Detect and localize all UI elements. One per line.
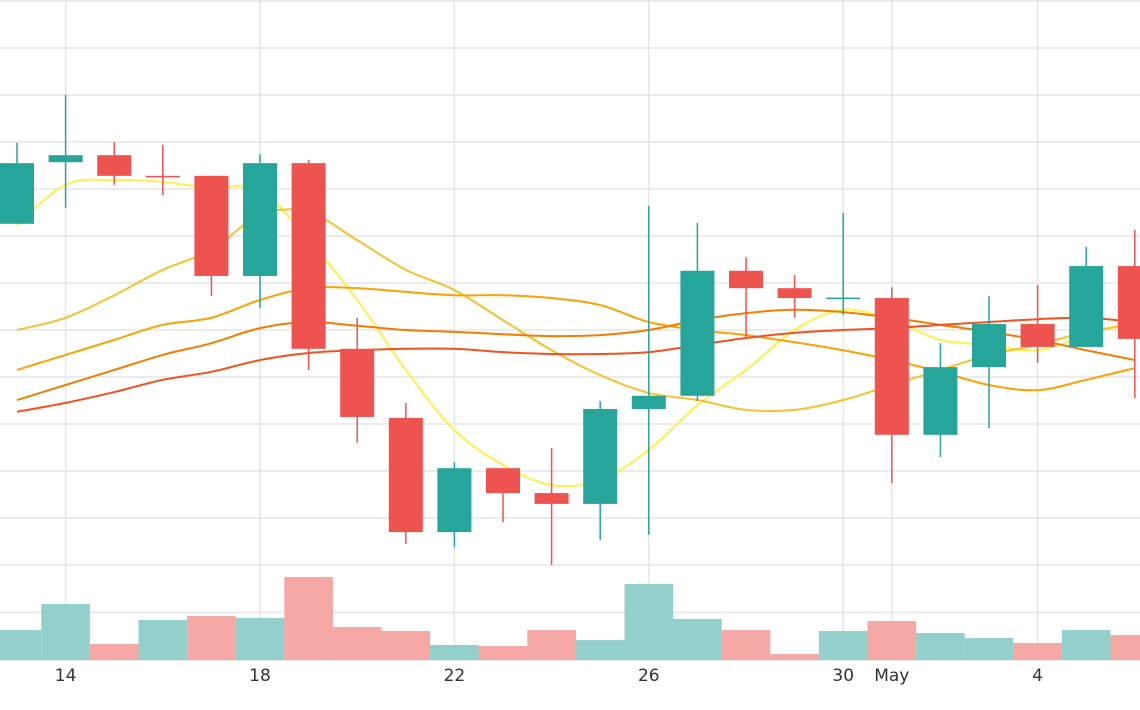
volume-bar xyxy=(527,629,576,660)
volume-bar xyxy=(916,633,965,660)
candle-body xyxy=(923,367,958,435)
candle-body xyxy=(340,348,375,417)
moving-average-line xyxy=(16,286,1136,392)
x-tick-label: May xyxy=(874,666,909,686)
candle-body xyxy=(631,395,666,409)
moving-average-line xyxy=(16,208,1135,413)
x-tick-label: 18 xyxy=(249,666,271,686)
volume-bar xyxy=(721,629,771,660)
volume-bar xyxy=(575,640,625,660)
candles xyxy=(0,95,1140,565)
volume-bar xyxy=(235,618,285,660)
volume-bar xyxy=(867,621,917,660)
grid xyxy=(0,0,1140,661)
x-tick-label: 14 xyxy=(55,666,77,686)
volume-bars xyxy=(0,576,1140,660)
volume-bar xyxy=(818,631,868,660)
candle-body xyxy=(729,270,763,289)
volume-bar xyxy=(430,644,479,660)
volume-bar xyxy=(964,637,1014,660)
candle-body xyxy=(1069,266,1104,347)
volume-bar xyxy=(624,584,674,660)
candle-body xyxy=(48,155,83,163)
volume-bar xyxy=(381,631,431,660)
candle-body xyxy=(680,270,715,396)
candle-body xyxy=(874,298,909,435)
moving-average-line xyxy=(16,316,1135,413)
candle-body xyxy=(1117,266,1140,339)
volume-bar xyxy=(1110,635,1140,660)
volume-bar xyxy=(138,620,188,660)
candle-body xyxy=(534,493,569,504)
candle-body xyxy=(777,288,812,299)
candle-body xyxy=(388,417,423,533)
candle-body xyxy=(437,468,472,533)
candle-body xyxy=(0,163,34,224)
candle-body xyxy=(145,175,180,178)
x-tick-label: 22 xyxy=(444,666,466,686)
candle-body xyxy=(97,155,132,176)
candle-body xyxy=(826,297,861,300)
x-tick-label: 26 xyxy=(638,666,660,686)
volume-bar xyxy=(89,644,139,660)
moving-averages xyxy=(16,178,1136,488)
candle-body xyxy=(583,408,618,504)
volume-bar xyxy=(332,627,382,660)
volume-bar xyxy=(41,604,90,660)
volume-bar xyxy=(770,654,819,660)
candle-body xyxy=(243,163,277,276)
volume-bar xyxy=(673,618,722,660)
candle-body xyxy=(194,175,229,276)
candle-body xyxy=(486,468,520,494)
x-tick-label: 4 xyxy=(1032,666,1043,686)
x-tick-label: 30 xyxy=(832,666,854,686)
volume-bar xyxy=(1013,642,1062,660)
volume-bar xyxy=(0,629,42,660)
volume-bar xyxy=(187,616,236,660)
moving-average-line xyxy=(16,178,1136,488)
volume-bar xyxy=(284,576,333,660)
volume-bar xyxy=(1061,629,1111,660)
candle-body xyxy=(291,163,326,349)
candle-body xyxy=(972,323,1006,368)
volume-bar xyxy=(478,646,528,660)
candle-body xyxy=(1020,323,1055,347)
